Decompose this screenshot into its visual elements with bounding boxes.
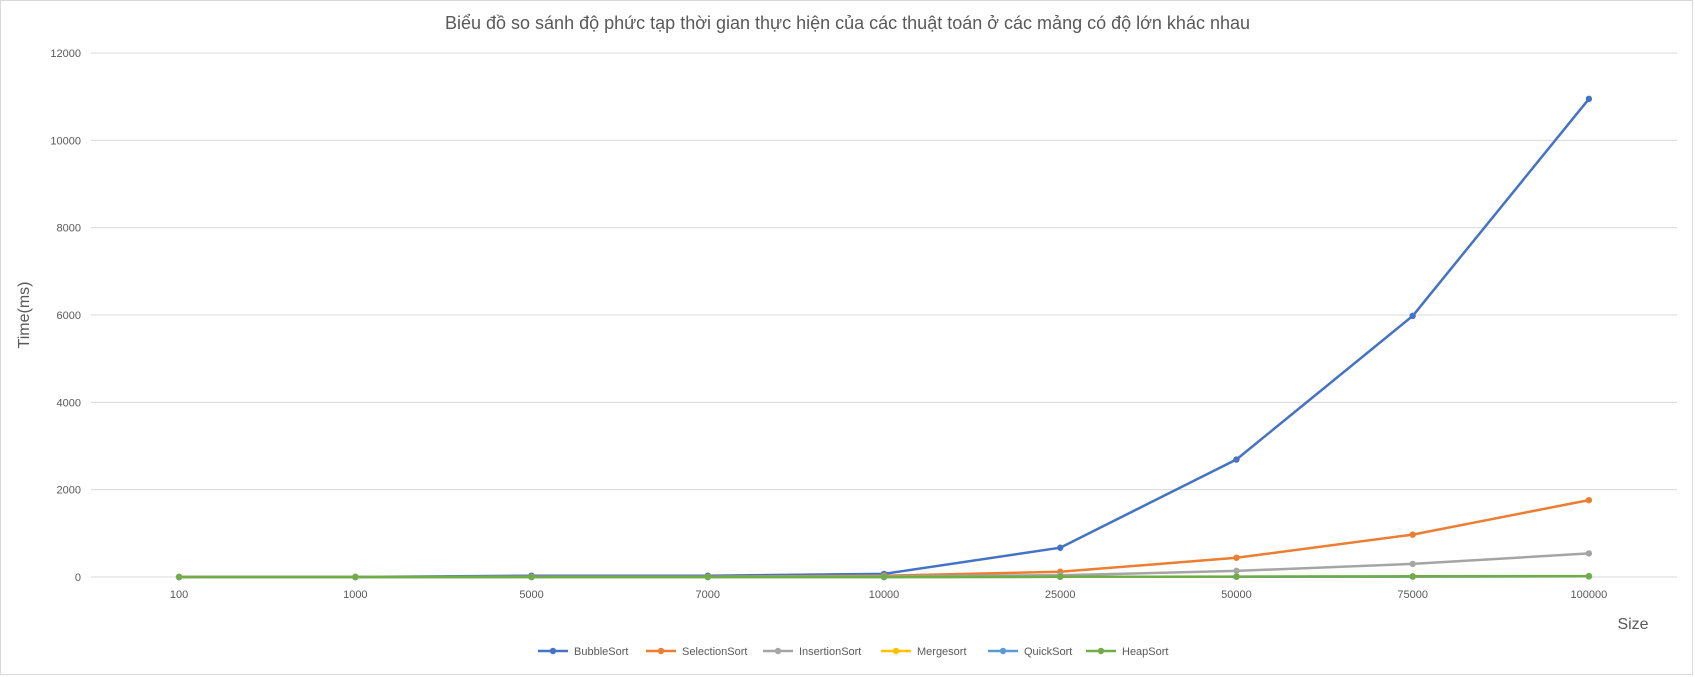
data-point-heapsort-5000 bbox=[528, 573, 535, 581]
x-tick-label-10000: 10000 bbox=[869, 589, 900, 601]
legend-marker-quicksort bbox=[999, 647, 1007, 655]
data-point-heapsort-25000 bbox=[1057, 573, 1064, 580]
data-point-heapsort-10000 bbox=[880, 573, 888, 581]
x-tick-label-1000: 1000 bbox=[343, 589, 367, 601]
y-tick-label-6000: 6000 bbox=[57, 310, 81, 322]
x-axis-title: Size bbox=[1617, 616, 1648, 633]
legend-label-selectionsort: SelectionSort bbox=[682, 646, 747, 658]
data-point-bubblesort-75000 bbox=[1409, 312, 1416, 320]
data-point-heapsort-1000 bbox=[352, 573, 359, 581]
legend-label-heapsort: HeapSort bbox=[1122, 646, 1168, 658]
x-tick-label-7000: 7000 bbox=[696, 589, 720, 601]
data-point-selectionsort-50000 bbox=[1233, 554, 1240, 561]
chart-title: Biểu đồ so sánh độ phức tạp thời gian th… bbox=[444, 13, 1251, 33]
legend-marker-bubblesort bbox=[549, 647, 557, 655]
data-point-selectionsort-100000 bbox=[1585, 496, 1593, 504]
y-tick-label-12000: 12000 bbox=[50, 48, 81, 60]
data-point-heapsort-7000 bbox=[704, 573, 711, 581]
x-tick-label-25000: 25000 bbox=[1045, 589, 1076, 601]
data-point-insertionsort-100000 bbox=[1585, 550, 1593, 557]
data-point-selectionsort-75000 bbox=[1409, 531, 1416, 538]
y-tick-label-0: 0 bbox=[75, 572, 81, 584]
legend-label-quicksort: QuickSort bbox=[1024, 646, 1072, 658]
x-tick-label-75000: 75000 bbox=[1397, 589, 1428, 601]
data-point-heapsort-100000 bbox=[1585, 572, 1593, 580]
series-line-bubblesort bbox=[179, 98, 1590, 579]
x-tick-label-100: 100 bbox=[170, 589, 188, 601]
data-point-bubblesort-50000 bbox=[1233, 456, 1240, 463]
legend-marker-heapsort bbox=[1097, 647, 1105, 655]
legend-label-mergesort: Mergesort bbox=[917, 646, 967, 658]
x-tick-label-5000: 5000 bbox=[519, 589, 543, 601]
legend-marker-selectionsort bbox=[657, 647, 665, 655]
data-point-bubblesort-100000 bbox=[1585, 95, 1593, 103]
data-point-bubblesort-25000 bbox=[1057, 544, 1064, 551]
y-tick-label-8000: 8000 bbox=[57, 223, 81, 235]
x-tick-label-100000: 100000 bbox=[1571, 589, 1608, 601]
data-point-heapsort-100 bbox=[175, 573, 183, 581]
legend-marker-insertionsort bbox=[774, 647, 782, 655]
y-tick-label-4000: 4000 bbox=[57, 397, 81, 409]
data-point-heapsort-75000 bbox=[1409, 573, 1416, 580]
y-tick-label-10000: 10000 bbox=[50, 135, 81, 147]
data-point-heapsort-50000 bbox=[1233, 573, 1240, 580]
x-tick-label-50000: 50000 bbox=[1221, 589, 1252, 601]
legend-label-insertionsort: InsertionSort bbox=[799, 646, 861, 658]
data-point-insertionsort-75000 bbox=[1409, 560, 1416, 568]
y-axis-title: Time(ms) bbox=[16, 282, 33, 349]
y-tick-label-2000: 2000 bbox=[57, 485, 81, 497]
legend-label-bubblesort: BubbleSort bbox=[574, 646, 628, 658]
legend-marker-mergesort bbox=[892, 647, 900, 655]
data-point-insertionsort-50000 bbox=[1233, 567, 1240, 575]
